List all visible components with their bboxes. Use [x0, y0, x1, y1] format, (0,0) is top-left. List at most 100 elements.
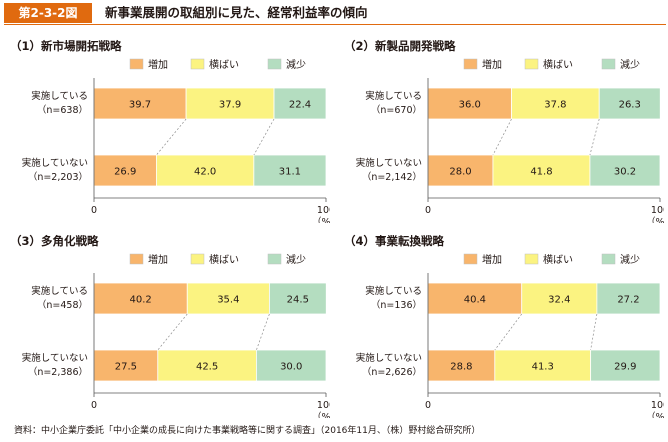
data-label: 24.5: [287, 295, 309, 306]
x-tick-label: 0: [91, 400, 97, 411]
panel-title: （1）新市場開拓戦略: [10, 39, 122, 53]
legend-swatch: [463, 253, 478, 265]
panel-title: （4）事業転換戦略: [344, 234, 445, 248]
category-label: 実施していない: [356, 352, 422, 364]
category-label: 実施している: [365, 285, 422, 297]
legend-swatch: [463, 58, 478, 70]
category-n-label: （n=2,386）: [28, 366, 88, 378]
data-label: 40.2: [129, 295, 151, 306]
legend-label: 横ばい: [209, 58, 239, 71]
x-tick-label: 100: [317, 205, 330, 216]
figure-title: 新事業展開の取組別に見た、経常利益率の傾向: [105, 5, 368, 20]
panel-title: （3）多角化戦略: [10, 234, 99, 248]
x-unit-label: （%）: [646, 216, 664, 223]
category-label: 実施している: [31, 285, 88, 297]
figure-number: 第2-3-2図: [4, 3, 92, 23]
data-label: 40.4: [464, 295, 486, 306]
legend-label: 増加: [482, 58, 502, 71]
chart-svg-3: 増加 横ばい 減少 40.2 35.4 24.5 実施している （n=458） 27.5 42.5…: [22, 253, 330, 418]
bar-segment: [590, 349, 661, 382]
header-rule: [4, 24, 666, 25]
data-label: 42.0: [194, 167, 216, 178]
bar-segment: [494, 349, 592, 382]
legend-swatch: [267, 253, 282, 265]
data-label: 30.0: [280, 362, 302, 373]
bar-segment: [427, 349, 496, 382]
x-unit-label: （%）: [646, 411, 664, 418]
data-label: 26.9: [114, 167, 136, 178]
source-note: 資料：中小企業庁委託「中小企業の成長に向けた事業戦略等に関する調査」（2016年…: [14, 426, 481, 436]
bar-segment: [185, 87, 275, 120]
connector-line: [253, 118, 275, 156]
data-label: 22.4: [289, 100, 311, 111]
legend-swatch: [267, 58, 282, 70]
x-unit-label: （%）: [312, 216, 330, 223]
data-label: 28.8: [450, 362, 472, 373]
bar-segment: [253, 154, 327, 187]
data-label: 29.9: [614, 362, 636, 373]
category-label: 実施していない: [22, 352, 88, 364]
legend-label: 減少: [286, 58, 306, 71]
category-n-label: （n=2,142）: [362, 171, 422, 183]
chart-panel-4: （4）事業転換戦略 増加 横ばい 減少 40.4 32.4 27.2 実施している （n=13…: [334, 233, 664, 418]
data-label: 37.9: [219, 100, 241, 111]
category-n-label: （n=670）: [371, 104, 422, 116]
bar-segment: [511, 87, 600, 120]
connector-line: [589, 118, 600, 156]
legend-swatch: [190, 253, 205, 265]
figure-header: 第2-3-2図 新事業展開の取組別に見た、経常利益率の傾向: [0, 0, 668, 26]
category-label: 実施している: [365, 90, 422, 102]
legend-swatch: [129, 253, 144, 265]
data-label: 42.5: [196, 362, 218, 373]
panel-title: （2）新製品開発戦略: [344, 39, 456, 53]
bar-segment: [492, 154, 591, 187]
data-label: 31.1: [279, 167, 301, 178]
data-label: 36.0: [459, 100, 481, 111]
legend-swatch: [601, 58, 616, 70]
x-tick-label: 100: [317, 400, 330, 411]
bar-segment: [255, 349, 327, 382]
legend-label: 減少: [620, 253, 640, 266]
x-tick-label: 100: [651, 205, 664, 216]
legend-swatch: [190, 58, 205, 70]
legend-label: 横ばい: [209, 253, 239, 266]
connector-line: [256, 313, 270, 351]
category-n-label: （n=2,626）: [362, 366, 422, 378]
bar-segment: [427, 154, 494, 187]
legend-label: 減少: [286, 253, 306, 266]
bar-segment: [427, 282, 523, 315]
x-tick-label: 0: [91, 205, 97, 216]
connector-line: [157, 313, 188, 351]
legend-swatch: [524, 253, 539, 265]
bar-segment: [93, 349, 159, 382]
category-n-label: （n=638）: [37, 104, 88, 116]
category-n-label: （n=2,203）: [28, 171, 88, 183]
bar-segment: [156, 154, 255, 187]
x-tick-label: 0: [425, 205, 431, 216]
bar-segment: [589, 154, 661, 187]
category-label: 実施している: [31, 90, 88, 102]
chart-panel-3: （3）多角化戦略 増加 横ばい 減少 40.2 35.4 24.5 実施している （n=458…: [0, 233, 330, 418]
x-tick-label: 0: [425, 400, 431, 411]
data-label: 32.4: [548, 295, 570, 306]
connector-line: [590, 313, 598, 351]
data-label: 41.8: [530, 167, 552, 178]
x-tick-label: 100: [651, 400, 664, 411]
legend-label: 増加: [482, 253, 502, 266]
legend-label: 横ばい: [543, 253, 573, 266]
connector-line: [494, 313, 523, 351]
bar-segment: [598, 87, 661, 120]
chart-svg-1: 増加 横ばい 減少 39.7 37.9 22.4 実施している （n=638） 26.9 42.0…: [22, 58, 330, 223]
legend-swatch: [524, 58, 539, 70]
category-n-label: （n=136）: [371, 299, 422, 311]
connector-line: [156, 118, 187, 156]
chart-panel-2: （2）新製品開発戦略 増加 横ばい 減少 36.0 37.8 26.3 実施している （n=6…: [334, 38, 664, 223]
data-label: 28.0: [449, 167, 471, 178]
data-label: 30.2: [614, 167, 636, 178]
bar-segment: [157, 349, 257, 382]
data-label: 41.3: [532, 362, 554, 373]
legend-swatch: [129, 58, 144, 70]
chart-svg-4: 増加 横ばい 減少 40.4 32.4 27.2 実施している （n=136） 28.8 41.3…: [356, 253, 664, 418]
legend-label: 増加: [148, 58, 168, 71]
